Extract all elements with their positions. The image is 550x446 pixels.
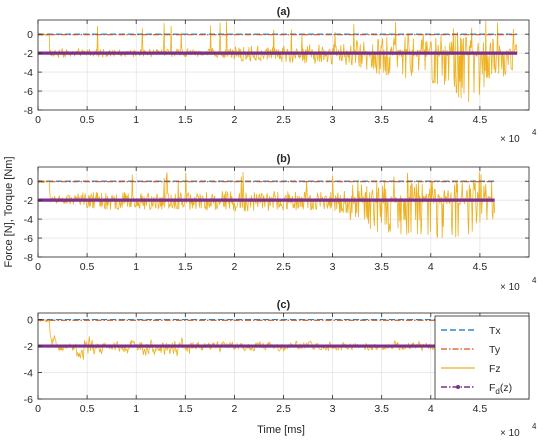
x-tick-label: 3 [330, 403, 336, 415]
legend-label-ty: Ty [489, 344, 501, 356]
panel-b: (b) 0 0.5 1 1.5 2 2.5 3 3.5 4 4.5 0 -2 -4 -6 -8 [24, 153, 530, 273]
legend-label-fd-main: F [489, 382, 495, 394]
panel-title-b: (b) [276, 153, 290, 165]
legend-label-fz: Fz [489, 363, 501, 375]
y-tick-label: -4 [24, 368, 33, 380]
x-tick-label: 3.5 [374, 261, 389, 273]
x-tick-label: 4.5 [473, 114, 488, 126]
x-tick-label: 3 [330, 114, 336, 126]
x-tick-label: 1.5 [178, 261, 193, 273]
x-tick-label: 4 [428, 403, 434, 415]
x-tick-label: 3.5 [374, 403, 389, 415]
x-exponent-c: × 10 4 [500, 422, 537, 439]
legend-label-tx: Tx [489, 325, 501, 337]
exponent-power: 4 [532, 422, 537, 431]
legend-label-fd-sub: d [495, 387, 499, 396]
exponent-power: 4 [532, 276, 537, 285]
x-exponent-b: × 10 4 [500, 276, 537, 293]
panel-a: (a) 0 0.5 1 1.5 2 2.5 3 3.5 4 4.5 0 -2 -4 -6 -8 [24, 6, 530, 126]
panel-title-a: (a) [277, 6, 291, 18]
y-tick-label: -2 [24, 195, 33, 207]
y-tick-label: -8 [24, 105, 33, 117]
legend-marker-fd [456, 385, 460, 389]
y-tick-label: -6 [24, 233, 33, 245]
exponent-base: × 10 [500, 134, 520, 145]
x-tick-label: 2.5 [276, 261, 291, 273]
y-tick-label: -8 [24, 252, 33, 264]
x-tick-label: 1 [133, 114, 139, 126]
x-tick-label: 4 [428, 114, 434, 126]
x-exponent-a: × 10 4 [500, 128, 537, 145]
x-tick-label: 3.5 [374, 114, 389, 126]
x-tick-label: 0 [35, 403, 41, 415]
x-tick-label: 4.5 [473, 261, 488, 273]
legend-item-ty: Ty [441, 344, 501, 356]
exponent-base: × 10 [500, 282, 520, 293]
legend-item-fd: Fd(z) [441, 382, 512, 396]
legend-label-fd: Fd(z) [489, 382, 512, 396]
x-tick-label: 2 [231, 114, 237, 126]
y-tick-label: -2 [24, 48, 33, 60]
x-tick-label: 0 [35, 261, 41, 273]
y-tick-label: 0 [27, 176, 33, 188]
x-tick-label: 2 [231, 403, 237, 415]
y-axis-label: Force [N], Torque [Nm] [3, 156, 15, 267]
x-tick-label: 1.5 [178, 403, 193, 415]
x-tick-label: 2.5 [276, 403, 291, 415]
legend-item-fz: Fz [441, 363, 501, 375]
x-axis-label: Time [ms] [257, 424, 305, 436]
x-tick-label: 1 [133, 261, 139, 273]
exponent-base: × 10 [500, 428, 520, 439]
exponent-power: 4 [532, 128, 537, 137]
x-tick-label: 4.5 [473, 403, 488, 415]
y-tick-label: 0 [27, 315, 33, 327]
legend: Tx Ty Fz Fd(z) [434, 315, 530, 400]
legend-item-tx: Tx [441, 325, 501, 337]
y-tick-label: -6 [24, 394, 33, 406]
x-tick-label: 2 [231, 261, 237, 273]
y-tick-label: 0 [27, 29, 33, 41]
y-tick-label: -6 [24, 86, 33, 98]
legend-label-fd-tail: (z) [500, 382, 512, 394]
y-tick-label: -4 [24, 67, 33, 79]
x-tick-label: 0.5 [80, 261, 95, 273]
x-tick-label: 0.5 [80, 403, 95, 415]
series-line-fz-b [37, 171, 496, 239]
x-tick-label: 3 [330, 261, 336, 273]
x-tick-label: 4 [428, 261, 434, 273]
x-tick-label: 0 [35, 114, 41, 126]
x-tick-label: 1 [133, 403, 139, 415]
x-tick-label: 1.5 [178, 114, 193, 126]
y-tick-label: -4 [24, 214, 33, 226]
x-tick-label: 2.5 [276, 114, 291, 126]
x-tick-label: 0.5 [80, 114, 95, 126]
y-tick-label: -2 [24, 341, 33, 353]
panel-title-c: (c) [277, 299, 291, 311]
